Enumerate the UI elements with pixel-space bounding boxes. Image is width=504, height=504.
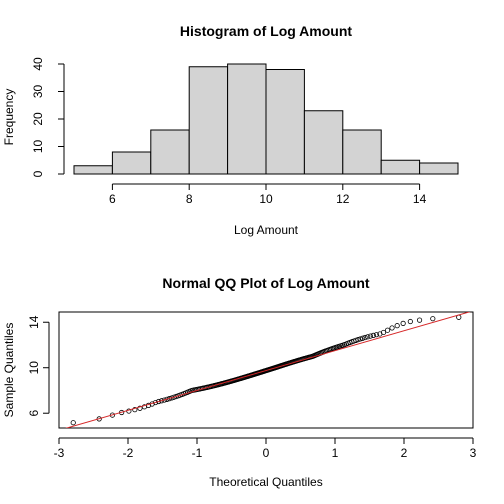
histogram-bar	[188, 66, 229, 175]
histogram-x-tick-label: 12	[336, 192, 350, 206]
qq-point	[394, 323, 400, 329]
qq-point	[380, 329, 387, 336]
qq-y-axis: 6 10 14	[27, 315, 50, 417]
qq-point	[373, 332, 380, 338]
qq-y-tick-label: 6	[27, 410, 41, 417]
histogram-bar	[419, 162, 459, 175]
qq-y-tick-label: 10	[27, 361, 41, 375]
histogram-ylabel: Frequency	[2, 89, 16, 146]
histogram-bar	[265, 69, 305, 175]
qq-point	[384, 327, 391, 333]
qq-x-tick-label: 3	[470, 446, 477, 460]
histogram-y-tick-label: 0	[31, 170, 45, 177]
qq-point	[355, 337, 361, 343]
qq-point	[407, 318, 413, 325]
qq-plot-panel: Normal QQ Plot of Log Amount -3 -2 -1 0 1 2 3 …	[2, 275, 477, 489]
histogram-y-axis: 0 10 20 30 40	[31, 57, 65, 177]
qq-point	[158, 398, 165, 404]
qq-title: Normal QQ Plot of Log Amount	[162, 275, 369, 291]
qq-xlabel: Theoretical Quantiles	[209, 475, 322, 489]
qq-point	[353, 337, 359, 343]
qq-point	[132, 407, 138, 413]
histogram-bar	[380, 159, 421, 175]
histogram-title: Histogram of Log Amount	[180, 23, 352, 39]
histogram-panel: Histogram of Log Amount 6 8 10 12 14 0 10 20 30…	[2, 23, 459, 237]
qq-y-tick-label: 14	[27, 315, 41, 329]
qq-point	[357, 336, 363, 342]
qq-reference-line	[65, 312, 471, 428]
qq-point	[362, 334, 368, 341]
histogram-bar	[303, 110, 344, 175]
histogram-bar	[111, 151, 152, 175]
histogram-bar	[227, 63, 267, 175]
histogram-x-tick-label: 10	[259, 192, 273, 206]
qq-point	[430, 316, 436, 322]
histogram-y-tick-label: 20	[31, 112, 45, 126]
qq-point	[156, 398, 162, 405]
qq-point	[360, 335, 366, 341]
qq-plot-box	[58, 311, 474, 429]
qq-point	[365, 334, 371, 340]
histogram-bars	[73, 63, 459, 175]
qq-point	[400, 320, 406, 326]
histogram-y-tick-label: 40	[31, 57, 45, 71]
histogram-x-tick-label: 14	[413, 192, 427, 206]
qq-x-tick-label: 1	[332, 446, 339, 460]
histogram-xlabel: Log Amount	[234, 223, 299, 237]
qq-point	[70, 420, 76, 426]
histogram-y-tick-label: 10	[31, 140, 45, 154]
qq-point	[389, 325, 395, 331]
qq-x-tick-label: -1	[192, 446, 203, 460]
qq-x-axis: -3 -2 -1 0 1 2 3	[54, 437, 477, 460]
histogram-bar	[342, 129, 382, 175]
qq-x-tick-label: 2	[401, 446, 408, 460]
qq-point	[367, 333, 374, 339]
qq-point	[416, 317, 423, 323]
histogram-bar	[73, 165, 113, 175]
histogram-x-tick-label: 6	[109, 192, 116, 206]
histogram-y-tick-label: 30	[31, 85, 45, 99]
qq-x-tick-label: -3	[54, 446, 65, 460]
qq-ylabel: Sample Quantiles	[2, 323, 16, 418]
qq-point	[137, 405, 143, 411]
qq-x-tick-label: -2	[123, 446, 134, 460]
qq-x-tick-label: 0	[263, 446, 270, 460]
histogram-x-axis: 6 8 10 12 14	[109, 183, 427, 206]
histogram-x-tick-label: 8	[186, 192, 193, 206]
histogram-bar	[150, 129, 190, 175]
qq-point	[370, 332, 376, 338]
